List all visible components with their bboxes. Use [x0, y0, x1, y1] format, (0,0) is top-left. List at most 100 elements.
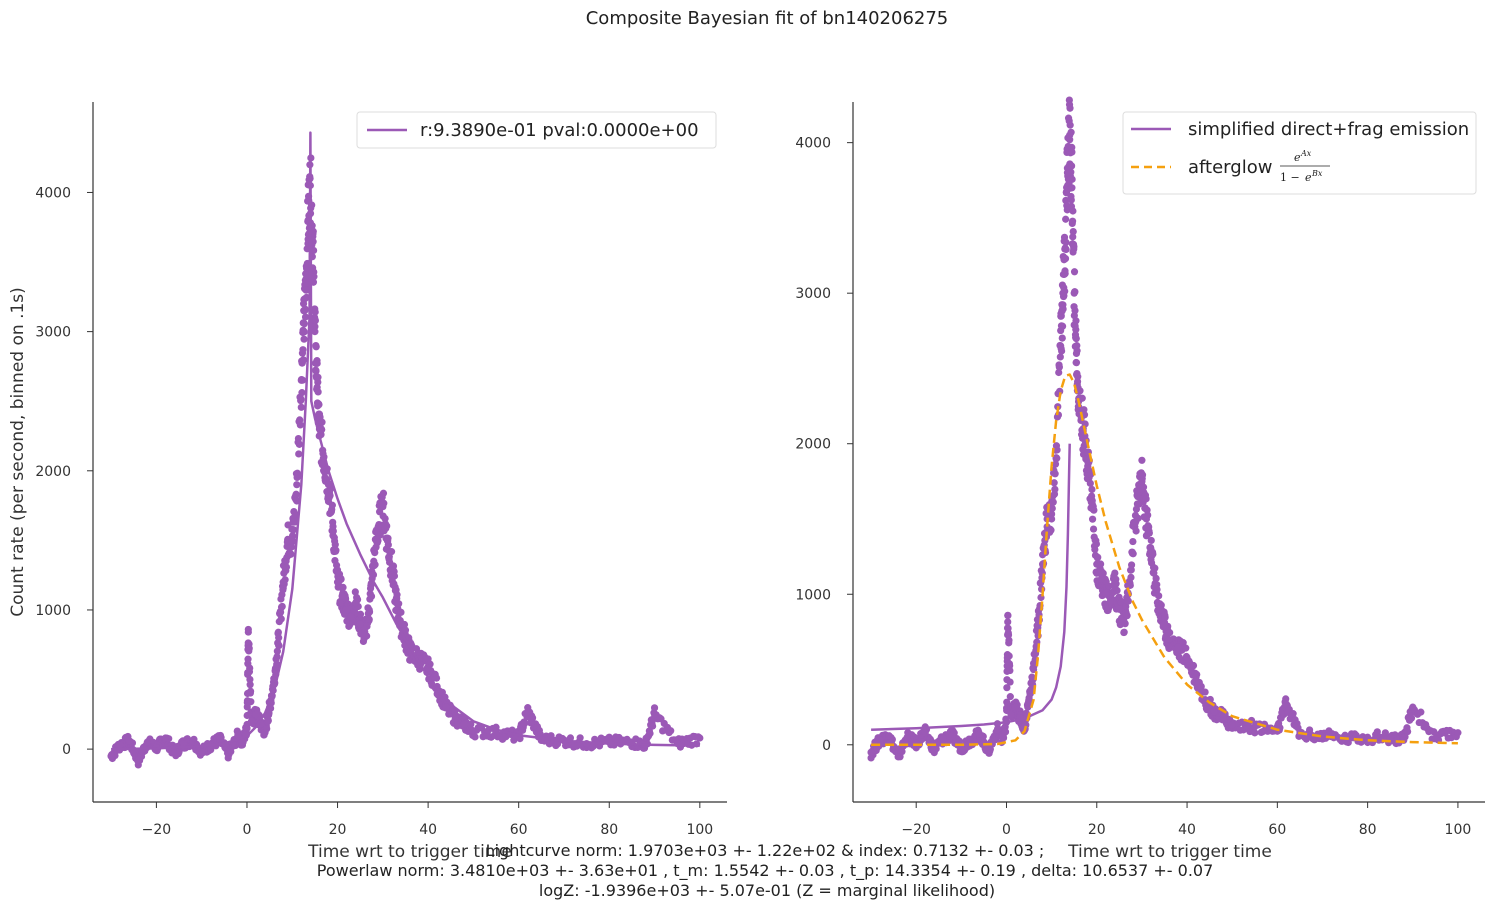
left-data-point [528, 714, 537, 722]
right-data-point [1174, 643, 1182, 651]
right-data-point [1454, 729, 1462, 737]
left-data-point [432, 674, 441, 682]
left-data-point [388, 564, 396, 572]
left-data-point [324, 481, 333, 489]
left-data-point [125, 737, 133, 745]
right-data-point [1282, 700, 1290, 708]
right-data-point [1068, 175, 1076, 183]
right-data-point [921, 729, 929, 737]
left-data-point [381, 514, 389, 523]
left-data-point [311, 328, 319, 336]
right-data-point [1074, 373, 1082, 381]
right-data-point [1003, 684, 1011, 692]
right-data-point [1086, 479, 1094, 487]
left-data-point [397, 608, 405, 616]
right-data-point [1138, 456, 1146, 464]
right-data-point [1129, 550, 1137, 558]
left-data-point [365, 606, 373, 614]
left-data-point [315, 400, 323, 409]
left-y-tick-label: 0 [62, 742, 71, 758]
left-data-point [287, 550, 295, 558]
left-data-point [347, 613, 355, 621]
right-data-point [1069, 227, 1077, 236]
right-data-point [1142, 515, 1151, 523]
left-data-point [314, 373, 322, 381]
left-data-point [246, 675, 254, 684]
right-plot-marks [867, 96, 1462, 762]
right-data-point [1068, 148, 1076, 156]
right-data-point [1251, 729, 1259, 737]
right-data-point [1094, 553, 1102, 561]
right-data-point [1025, 696, 1033, 704]
right-legend-box [1122, 111, 1477, 195]
left-y-axis-label: Count rate (per second, binned on .1s) [8, 287, 28, 617]
right-data-point [1089, 525, 1098, 533]
right-data-point [1123, 612, 1131, 620]
left-data-point [469, 727, 477, 735]
right-data-point [1071, 306, 1079, 315]
right-data-point [1049, 498, 1057, 506]
left-data-point [225, 751, 233, 759]
right-data-point [1197, 682, 1205, 691]
left-data-point [424, 664, 432, 673]
right-data-point [1006, 693, 1014, 701]
right-data-point [1066, 121, 1074, 129]
left-data-point [297, 403, 305, 411]
right-data-point [1072, 317, 1080, 325]
right-legend-model-label: simplified direct+frag emission [1188, 119, 1469, 140]
right-data-point [1048, 504, 1056, 512]
right-data-point [1058, 322, 1067, 330]
left-data-point [295, 450, 303, 458]
right-data-point [1070, 289, 1078, 297]
left-data-point [302, 293, 311, 302]
right-x-tick-label: 80 [1359, 822, 1377, 838]
right-data-point [1088, 515, 1097, 523]
right-data-point [1006, 666, 1014, 675]
left-data-point [247, 717, 256, 725]
right-data-point [1059, 305, 1067, 313]
left-data-point [143, 738, 151, 746]
right-data-point [1087, 470, 1095, 479]
right-data-point [1093, 560, 1101, 568]
left-x-axis-label: Time wrt to trigger time [307, 842, 512, 862]
left-data-point [198, 748, 206, 756]
right-data-point [1161, 613, 1169, 621]
right-data-point [1127, 561, 1136, 569]
left-data-point [524, 707, 532, 716]
left-data-point [216, 735, 224, 743]
left-data-point [356, 620, 364, 628]
left-data-point [294, 434, 303, 443]
right-data-point [1165, 635, 1173, 644]
right-data-point [1122, 602, 1130, 611]
right-data-point [1067, 196, 1075, 204]
right-data-point [1381, 729, 1389, 737]
left-data-point [275, 641, 283, 650]
left-data-point [238, 738, 247, 746]
right-data-point [1062, 238, 1070, 246]
right-data-point [1111, 583, 1119, 591]
left-data-point [387, 548, 396, 556]
left-data-point [365, 615, 373, 624]
right-data-point [1005, 636, 1013, 644]
left-data-point [300, 335, 308, 343]
left-data-point [383, 522, 391, 530]
right-data-point [1152, 574, 1160, 583]
left-data-point [290, 518, 299, 526]
left-data-point [390, 572, 399, 580]
right-data-point [1004, 618, 1012, 626]
left-data-point [650, 704, 659, 712]
left-data-point [374, 522, 382, 531]
left-data-point [244, 625, 252, 634]
left-data-point [234, 731, 242, 739]
right-data-point [1048, 510, 1056, 518]
right-data-point [1111, 569, 1119, 577]
right-data-point [1102, 590, 1110, 598]
right-data-point [993, 726, 1002, 734]
left-data-point [667, 727, 675, 735]
right-data-point [1047, 526, 1055, 534]
right-data-point [1072, 359, 1081, 367]
left-data-point [351, 588, 359, 596]
left-data-point [361, 631, 369, 639]
